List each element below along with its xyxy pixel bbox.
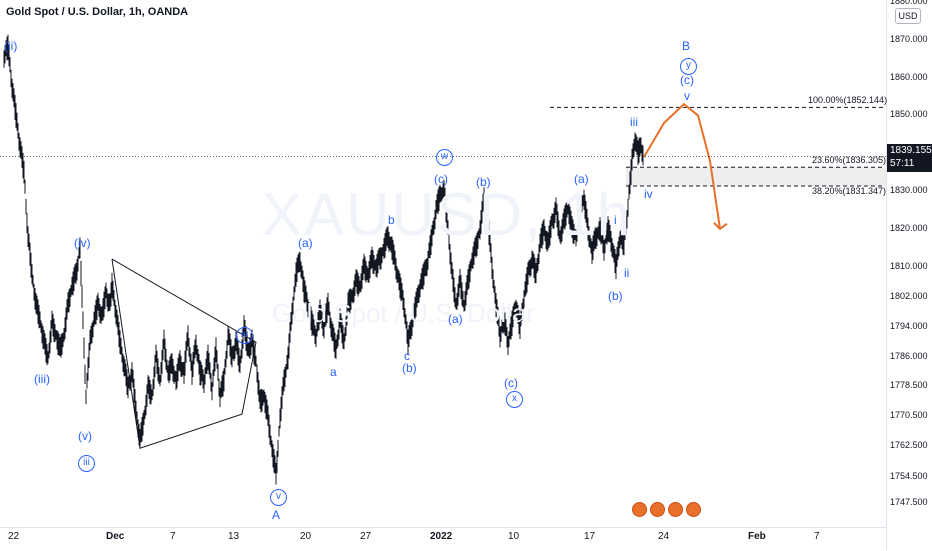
wave-label: iv: [236, 326, 253, 344]
wave-label: B: [682, 39, 691, 54]
wave-label: (b): [402, 360, 417, 375]
wave-label: (c): [434, 171, 448, 186]
wave-label: (iv): [74, 235, 91, 250]
watermark-symbol: XAUUSD, 1h: [262, 181, 633, 248]
flag-icon[interactable]: [686, 502, 701, 517]
wave-label: v: [684, 88, 690, 103]
time-tick-label: 20: [300, 531, 312, 542]
currency-button[interactable]: USD: [895, 8, 921, 24]
price-tick-label: 1850.000: [890, 109, 928, 120]
time-tick-label: 7: [170, 531, 176, 542]
price-tick-label: 1770.500: [890, 410, 928, 421]
price-tick-label: 1747.500: [890, 497, 928, 507]
price-tick-label: 1754.500: [890, 470, 928, 481]
time-tick-label: 13: [228, 531, 240, 542]
time-tick-label: 22: [8, 531, 20, 542]
price-tick-label: 1820.000: [890, 222, 928, 233]
price-tick-label: 1778.500: [890, 379, 928, 390]
wave-label: iv: [644, 186, 653, 201]
price-axis[interactable]: [886, 0, 932, 550]
wave-label: A: [272, 508, 281, 523]
price-tick-label: 1786.000: [890, 351, 928, 362]
time-tick-label: 17: [584, 531, 596, 542]
wave-label: v: [270, 489, 287, 507]
projection-path: [643, 103, 728, 231]
price-tick-label: 1860.000: [890, 71, 928, 82]
price-series: [3, 34, 644, 485]
fibonacci-levels: [550, 106, 886, 187]
price-tick-label: 1794.000: [890, 321, 928, 332]
wave-label: (ii): [4, 39, 18, 54]
time-axis[interactable]: [0, 527, 886, 551]
wave-label: i: [614, 213, 617, 228]
flag-icon[interactable]: [650, 502, 665, 517]
price-chart[interactable]: [0, 0, 886, 527]
price-tick-label: 1810.000: [890, 260, 928, 271]
wave-label: (v): [78, 428, 92, 443]
flag-icon[interactable]: [668, 502, 683, 517]
price-tick-label: 1830.000: [890, 185, 928, 196]
bar-countdown: 57:11: [890, 158, 915, 169]
wave-label: iii: [78, 455, 95, 473]
wave-label: (a): [448, 311, 463, 326]
fib-level-label: 38.20%(1831.347): [812, 185, 887, 196]
price-tick-label: 1762.500: [890, 440, 928, 451]
time-tick-label: 7: [814, 531, 820, 542]
wave-label: (a): [298, 235, 313, 250]
wave-label: b: [388, 213, 395, 228]
fib-level-label: 100.00%(1852.144): [808, 95, 888, 106]
time-tick-label: Dec: [106, 531, 125, 542]
time-tick-label: 2022: [430, 531, 453, 542]
price-tick-label: 1870.000: [890, 33, 928, 44]
time-tick-label: 10: [508, 531, 520, 542]
wave-label: iii: [630, 114, 638, 129]
wave-label: (c): [680, 73, 694, 88]
flag-icon[interactable]: [632, 502, 647, 517]
wave-label: w: [436, 149, 453, 167]
chart-title: Gold Spot / U.S. Dollar, 1h, OANDA: [6, 6, 189, 18]
last-price-value: 1839.155: [890, 145, 932, 156]
wave-label: (b): [476, 175, 491, 190]
wave-label: y: [680, 58, 697, 76]
wave-label: x: [506, 391, 523, 409]
wave-label: (a): [574, 171, 589, 186]
fib-level-label: 23.60%(1836.305): [812, 155, 887, 166]
wave-label: (b): [608, 288, 623, 303]
projection-curve: [643, 103, 721, 230]
fib-zone: [626, 167, 886, 186]
time-tick-label: 24: [658, 531, 670, 542]
wave-label: ii: [624, 266, 630, 281]
time-tick-label: Feb: [748, 531, 766, 542]
price-tick-label: 1802.000: [890, 290, 928, 301]
wave-label: a: [330, 364, 337, 379]
price-tick-label: 1880.000: [890, 0, 928, 6]
projection-arrowhead: [713, 222, 728, 231]
time-tick-label: 27: [360, 531, 372, 542]
wave-label: (iii): [34, 372, 50, 387]
last-price-badge: 1839.155 57:11: [887, 144, 932, 172]
watermark-name: Gold Spot / U.S. Dollar: [272, 298, 535, 328]
wave-label: c: [404, 349, 410, 364]
wave-label: (c): [504, 375, 518, 390]
event-flags[interactable]: [632, 502, 704, 522]
